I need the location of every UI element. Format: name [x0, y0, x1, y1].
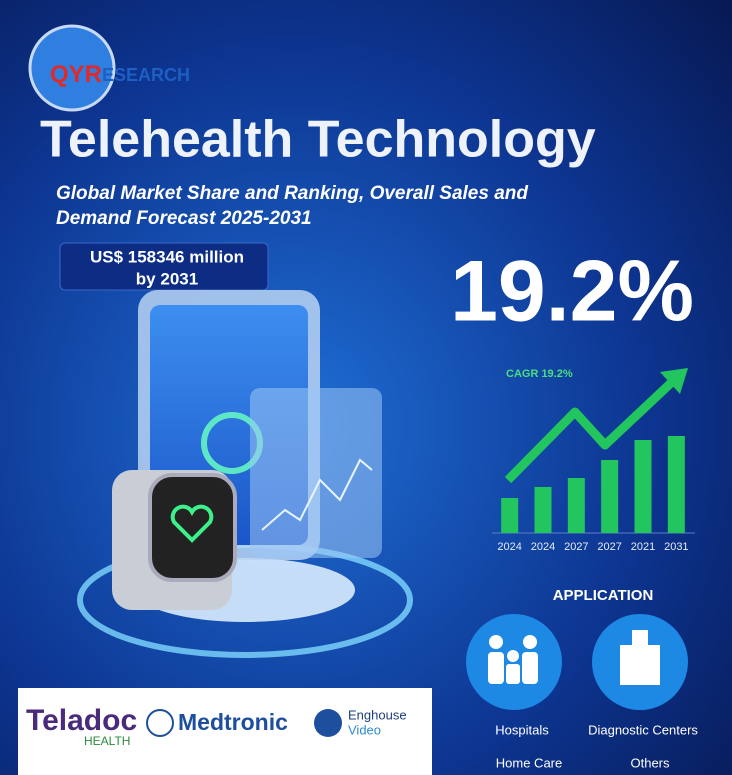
partner-logo: Enghouse	[348, 707, 407, 722]
bar	[501, 498, 519, 533]
watch	[148, 473, 237, 582]
application-item: Hospitals	[495, 722, 549, 737]
watch-heart	[170, 504, 214, 543]
x-tick-label: 2024	[531, 541, 555, 553]
partner-logo: Medtronic	[178, 709, 288, 735]
bar	[567, 478, 585, 533]
market-size: US$ 158346 million	[90, 247, 244, 266]
bar	[667, 436, 685, 533]
application-item: Diagnostic Centers	[588, 722, 698, 737]
panel-line	[261, 458, 373, 531]
partner-logo: HEALTH	[84, 734, 130, 748]
partner-logo: Teladoc	[26, 704, 137, 737]
logo-accent: QYR	[50, 61, 102, 88]
chart-title: CAGR 19.2%	[506, 368, 573, 380]
x-tick-label: 2031	[664, 541, 688, 553]
logo-text: QYRESEARCH	[50, 61, 190, 88]
application-item: Home Care	[496, 755, 562, 770]
partner-logo: Video	[348, 722, 381, 737]
logo-globe	[28, 24, 116, 112]
family-glyph	[488, 635, 538, 684]
bar	[601, 460, 619, 533]
subtitle: Demand Forecast 2025-2031	[56, 208, 312, 229]
market-size: by 2031	[136, 269, 198, 288]
application-item: Others	[630, 755, 670, 770]
enghouse-mark	[314, 709, 342, 737]
bar	[534, 487, 552, 533]
panel	[250, 388, 382, 558]
logo-rest: ESEARCH	[102, 65, 190, 85]
bar	[634, 440, 652, 533]
icon-hospitals	[466, 614, 562, 710]
arrow-head	[660, 368, 688, 394]
subtitle: Global Market Share and Ranking, Overall…	[56, 183, 528, 204]
title: Telehealth Technology	[40, 111, 596, 169]
x-tick-label: 2027	[564, 541, 588, 553]
medtronic-mark	[146, 709, 174, 737]
x-tick-label: 2027	[597, 541, 621, 553]
x-tick-label: 2021	[631, 541, 655, 553]
application-heading: APPLICATION	[553, 587, 654, 604]
trend-arrow	[504, 378, 676, 484]
cagr-big: 19.2%	[450, 244, 694, 340]
x-tick-label: 2024	[497, 541, 521, 553]
partners-box	[18, 688, 432, 775]
building-glyph	[620, 630, 660, 685]
